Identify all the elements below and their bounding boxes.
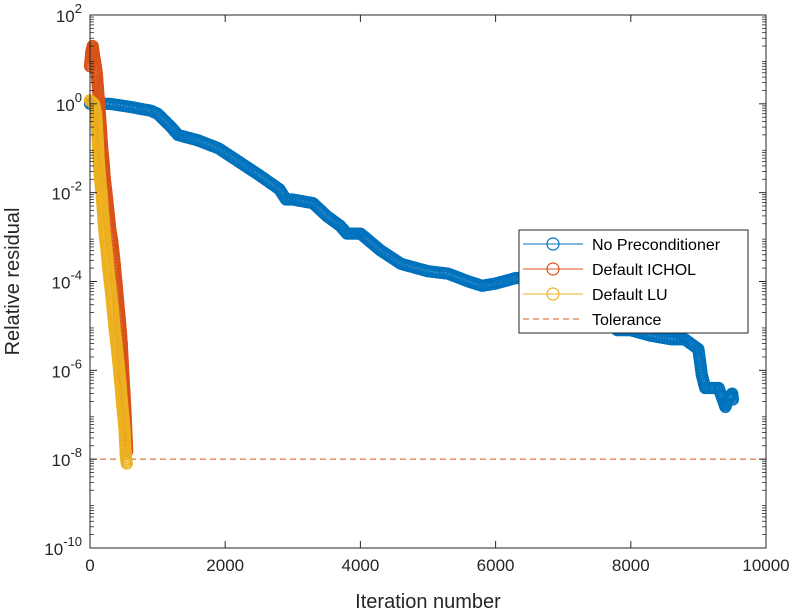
x-tick-label: 4000 bbox=[341, 556, 379, 575]
x-tick-label: 6000 bbox=[477, 556, 515, 575]
legend-entry-default-ichol: Default ICHOL bbox=[523, 262, 696, 279]
x-tick-label: 10000 bbox=[742, 556, 789, 575]
series-default-lu bbox=[83, 94, 133, 470]
y-tick-label: 10-2 bbox=[52, 179, 82, 204]
legend-label: Default ICHOL bbox=[592, 262, 696, 279]
legend-marker bbox=[546, 237, 560, 251]
y-tick-label: 100 bbox=[56, 90, 82, 115]
legend-entry-tolerance: Tolerance bbox=[523, 312, 661, 329]
legend: No Preconditioner Default ICHOL Default LU… bbox=[518, 229, 749, 334]
y-tick-label: 10-4 bbox=[52, 268, 82, 293]
legend-label: Tolerance bbox=[592, 312, 661, 329]
legend-label: No Preconditioner bbox=[592, 237, 721, 254]
legend-entry-default-lu: Default LU bbox=[523, 287, 668, 304]
legend-label: Default LU bbox=[592, 287, 668, 304]
legend-box bbox=[518, 229, 749, 334]
x-axis-label: Iteration number bbox=[355, 591, 501, 612]
legend-marker bbox=[546, 262, 560, 276]
y-axis-label: Relative residual bbox=[2, 208, 24, 356]
data-point bbox=[726, 393, 740, 406]
y-tick-label: 102 bbox=[56, 1, 82, 26]
legend-marker bbox=[546, 287, 560, 301]
y-tick-label: 10-6 bbox=[52, 356, 82, 381]
x-tick-label: 0 bbox=[85, 556, 94, 575]
legend-entry-no-preconditioner: No Preconditioner bbox=[523, 237, 721, 254]
y-tick-label: 10-8 bbox=[52, 445, 82, 470]
y-tick-label: 10-10 bbox=[44, 534, 82, 559]
x-tick-label: 8000 bbox=[612, 556, 650, 575]
data-point bbox=[120, 457, 133, 470]
x-tick-label: 2000 bbox=[206, 556, 244, 575]
